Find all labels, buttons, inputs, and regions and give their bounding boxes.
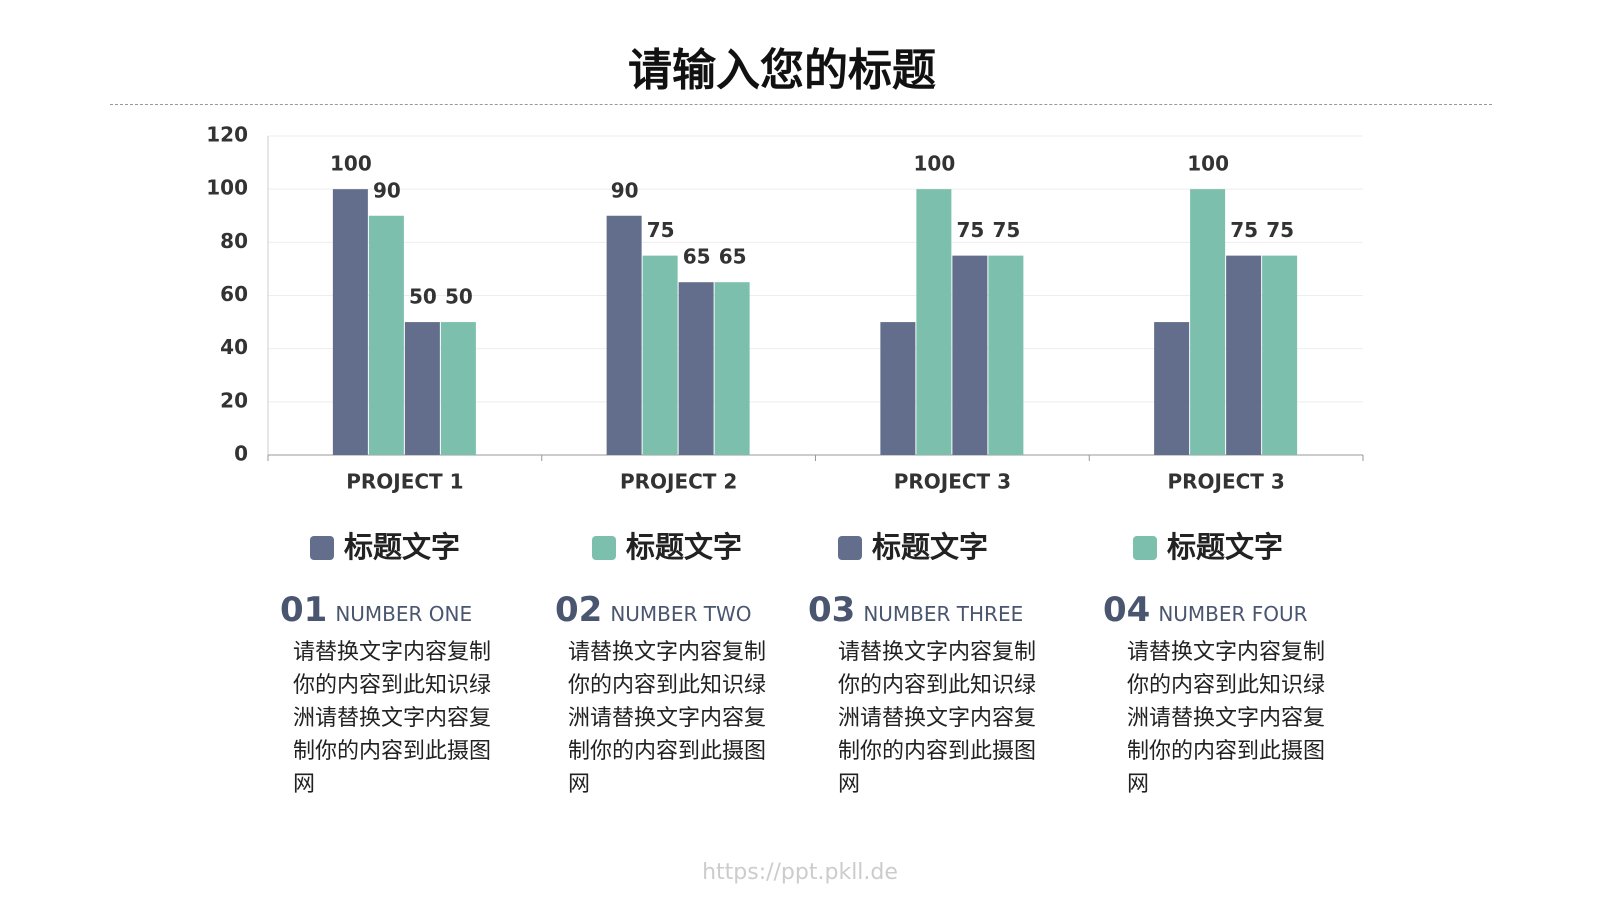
- data-label: 75: [992, 218, 1020, 242]
- legend-label: 标题文字: [626, 530, 742, 564]
- bar: [368, 215, 404, 455]
- x-tick-label: PROJECT 2: [620, 470, 737, 494]
- bar: [1226, 255, 1262, 455]
- column-body: 请替换文字内容复制你的内容到此知识绿洲请替换文字内容复制你的内容到此摄图网: [838, 640, 1037, 797]
- bar: [606, 215, 642, 455]
- column-subtitle: NUMBER TWO: [610, 602, 752, 626]
- column-number: 02: [555, 590, 603, 630]
- bar: [404, 322, 440, 455]
- legend-swatch: [592, 536, 616, 560]
- bar: [880, 322, 916, 455]
- data-label: 75: [647, 218, 675, 242]
- bar: [332, 189, 368, 455]
- y-tick-label: 0: [234, 442, 248, 466]
- slide-title: 请输入您的标题: [628, 45, 936, 96]
- divider: [110, 104, 1492, 105]
- y-tick-label: 80: [220, 229, 248, 253]
- data-label: 100: [914, 152, 956, 176]
- data-label: 100: [1187, 152, 1229, 176]
- bar: [1190, 189, 1226, 455]
- x-tick-label: PROJECT 3: [894, 470, 1011, 494]
- info-column: 02 NUMBER TWO 请替换文字内容复制你的内容到此知识绿洲请替换文字内容复制…: [555, 590, 766, 797]
- bar: [714, 282, 750, 455]
- column-subtitle: NUMBER ONE: [335, 602, 473, 626]
- legend-label: 标题文字: [872, 530, 988, 564]
- column-heading: 04 NUMBER FOUR: [1103, 590, 1308, 630]
- bar: [678, 282, 714, 455]
- legend-label: 标题文字: [1167, 530, 1283, 564]
- column-heading: 01 NUMBER ONE: [280, 590, 472, 630]
- data-label: 65: [719, 245, 747, 269]
- column-subtitle: NUMBER FOUR: [1158, 602, 1308, 626]
- column-body: 请替换文字内容复制你的内容到此知识绿洲请替换文字内容复制你的内容到此摄图网: [293, 640, 492, 797]
- column-number: 01: [280, 590, 328, 630]
- legend-label: 标题文字: [344, 530, 460, 564]
- data-label: 75: [1230, 218, 1258, 242]
- bar: [988, 255, 1024, 455]
- y-tick-label: 20: [220, 388, 248, 412]
- bar: [916, 189, 952, 455]
- data-label: 50: [445, 285, 473, 309]
- data-label: 65: [683, 245, 711, 269]
- x-tick-label: PROJECT 1: [346, 470, 463, 494]
- data-label: 50: [409, 285, 437, 309]
- bar: [1262, 255, 1298, 455]
- column-number: 04: [1103, 590, 1151, 630]
- column-subtitle: NUMBER THREE: [863, 602, 1024, 626]
- column-heading: 03 NUMBER THREE: [808, 590, 1023, 630]
- column-body: 请替换文字内容复制你的内容到此知识绿洲请替换文字内容复制你的内容到此摄图网: [1127, 640, 1326, 797]
- bar: [440, 322, 476, 455]
- info-column: 01 NUMBER ONE 请替换文字内容复制你的内容到此知识绿洲请替换文字内容复制…: [280, 590, 491, 797]
- legend-swatch: [838, 536, 862, 560]
- data-label: 75: [956, 218, 984, 242]
- data-label: 90: [373, 178, 401, 202]
- data-label: 90: [611, 178, 639, 202]
- y-tick-label: 60: [220, 282, 248, 306]
- info-column: 03 NUMBER THREE 请替换文字内容复制你的内容到此知识绿洲请替换文字内容…: [808, 590, 1036, 797]
- y-tick-label: 100: [206, 176, 248, 200]
- column-number: 03: [808, 590, 856, 630]
- column-heading: 02 NUMBER TWO: [555, 590, 752, 630]
- bar: [952, 255, 988, 455]
- x-tick-label: PROJECT 3: [1167, 470, 1284, 494]
- legend-swatch: [1133, 536, 1157, 560]
- data-label: 100: [330, 152, 372, 176]
- info-column: 04 NUMBER FOUR 请替换文字内容复制你的内容到此知识绿洲请替换文字内容复…: [1103, 590, 1325, 797]
- column-body: 请替换文字内容复制你的内容到此知识绿洲请替换文字内容复制你的内容到此摄图网: [568, 640, 767, 797]
- y-tick-label: 120: [206, 123, 248, 147]
- bar: [1154, 322, 1190, 455]
- legend-swatch: [310, 536, 334, 560]
- data-label: 75: [1266, 218, 1294, 242]
- y-tick-label: 40: [220, 335, 248, 359]
- bar: [642, 255, 678, 455]
- footer-url: https://ppt.pkll.de: [702, 860, 898, 885]
